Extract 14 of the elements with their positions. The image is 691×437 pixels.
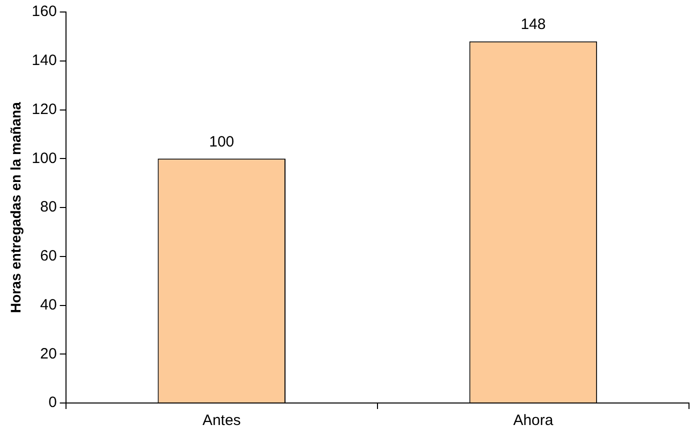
x-tick-label: Antes: [202, 412, 241, 430]
y-tick-label: 0: [48, 394, 57, 412]
y-tick-label: 80: [40, 198, 57, 216]
y-tick-label: 60: [40, 248, 57, 265]
y-axis-title: Horas entregadas en la mañana: [7, 102, 24, 313]
y-tick-label: 20: [40, 345, 57, 362]
y-tick-label: 100: [32, 150, 57, 167]
x-tick-label: Ahora: [513, 412, 554, 430]
data-label: 148: [520, 16, 546, 33]
data-label: 100: [209, 133, 234, 150]
y-tick-label: 120: [32, 100, 57, 118]
y-tick-label: 140: [32, 52, 57, 70]
y-tick-label: 40: [40, 296, 57, 314]
y-tick-label: 160: [32, 3, 57, 20]
